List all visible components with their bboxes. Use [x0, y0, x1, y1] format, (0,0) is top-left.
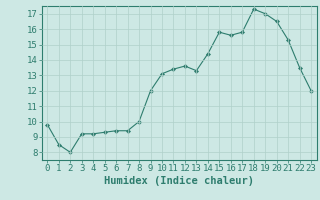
X-axis label: Humidex (Indice chaleur): Humidex (Indice chaleur) — [104, 176, 254, 186]
